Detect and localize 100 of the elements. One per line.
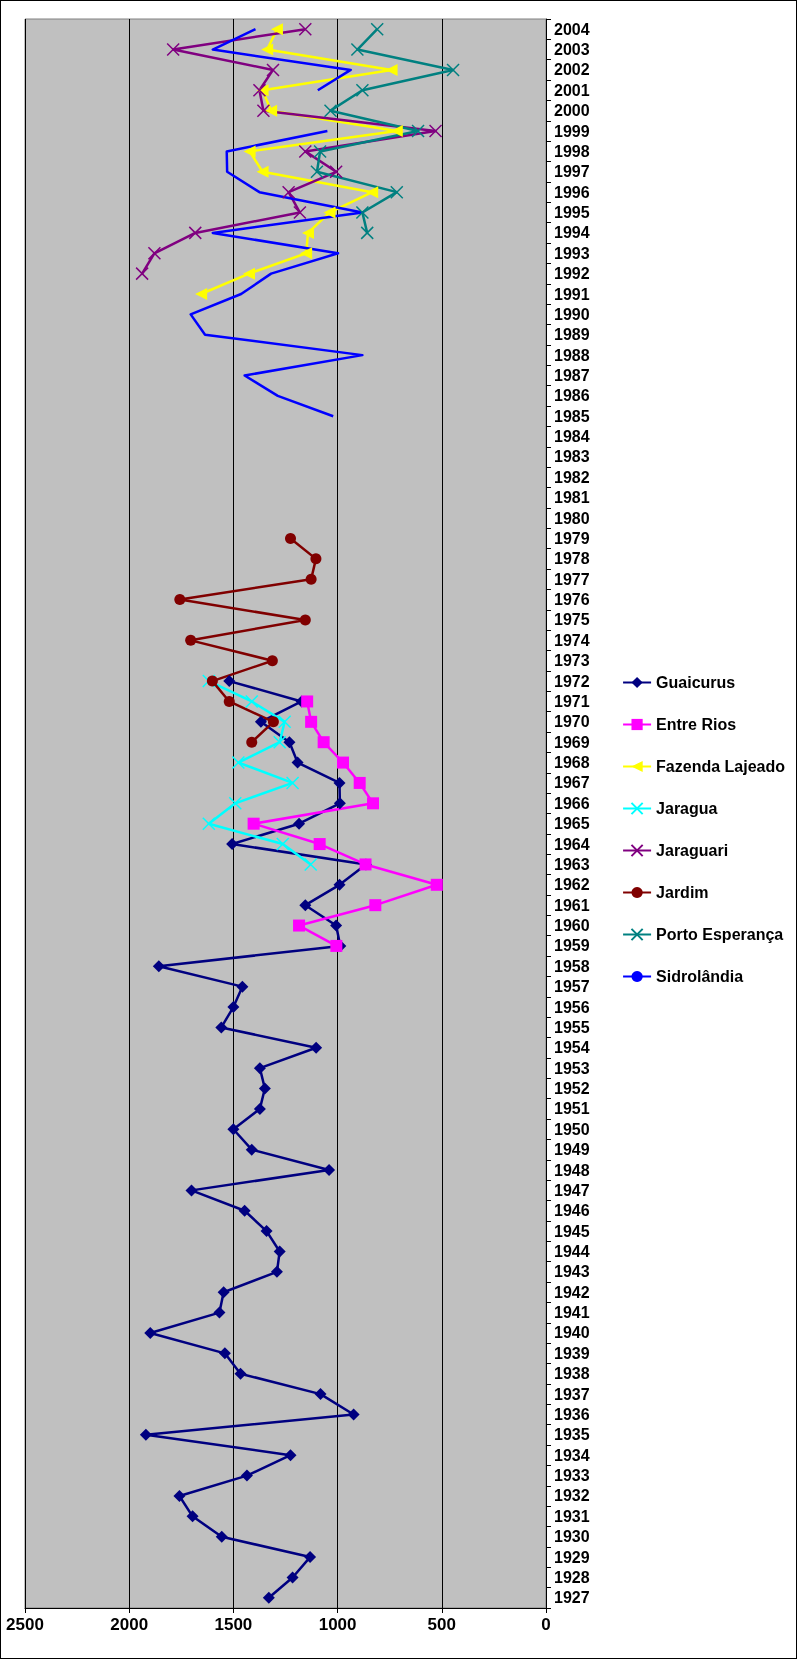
point xyxy=(253,1062,266,1075)
y-tick-label: 1929 xyxy=(554,1548,590,1566)
point xyxy=(305,573,317,585)
point xyxy=(231,755,246,770)
point xyxy=(317,736,330,749)
point xyxy=(227,1001,240,1014)
point xyxy=(243,267,256,280)
point xyxy=(314,1388,327,1401)
legend-label: Jaraguari xyxy=(656,842,729,859)
y-tick-label: 1969 xyxy=(554,733,590,751)
point xyxy=(360,226,374,240)
y-tick-label: 2001 xyxy=(554,81,590,99)
y-tick-label: 1981 xyxy=(554,489,590,507)
y-tick-label: 1979 xyxy=(554,529,590,547)
point xyxy=(355,205,370,220)
point xyxy=(430,878,443,891)
y-tick-label: 1942 xyxy=(554,1283,590,1301)
point xyxy=(185,634,197,646)
y-tick-label: 1944 xyxy=(554,1242,590,1260)
point xyxy=(313,144,327,159)
point xyxy=(144,1326,157,1339)
y-tick-label: 1928 xyxy=(554,1568,590,1586)
point xyxy=(353,776,366,789)
legend-label: Fazenda Lajeado xyxy=(656,758,786,775)
point xyxy=(258,1082,271,1095)
point xyxy=(428,124,443,138)
point xyxy=(313,838,326,851)
y-tick-label: 1986 xyxy=(554,387,590,405)
y-tick-label: 1938 xyxy=(554,1365,590,1383)
y-tick-label: 1974 xyxy=(554,631,590,649)
point xyxy=(303,857,318,872)
y-tick-label: 1963 xyxy=(554,855,590,873)
point xyxy=(330,939,343,952)
point xyxy=(173,1489,186,1502)
point xyxy=(323,206,336,219)
y-tick-label: 1967 xyxy=(554,774,590,792)
y-tick-label: 2000 xyxy=(554,102,590,120)
point xyxy=(300,247,313,260)
y-tick-label: 1941 xyxy=(554,1304,590,1322)
y-tick-label: 1995 xyxy=(554,204,590,222)
point xyxy=(281,185,296,199)
y-tick-label: 1961 xyxy=(554,896,590,914)
point xyxy=(135,266,149,281)
y-tick-label: 1965 xyxy=(554,815,590,833)
point xyxy=(329,165,343,179)
y-tick-label: 1980 xyxy=(554,509,590,527)
y-tick-label: 1999 xyxy=(554,122,590,140)
point xyxy=(244,694,259,709)
x-tick-label: 1500 xyxy=(214,1615,253,1634)
y-tick-label: 1958 xyxy=(554,957,590,975)
point xyxy=(301,695,314,708)
y-tick-label: 1952 xyxy=(554,1080,590,1098)
y-tick-label: 1959 xyxy=(554,937,590,955)
y-tick-label: 1993 xyxy=(554,244,590,262)
y-tick-label: 1966 xyxy=(554,794,590,812)
y-tick-label: 1957 xyxy=(554,978,590,996)
point xyxy=(166,42,180,57)
point xyxy=(215,1021,228,1034)
legend-label: Jaragua xyxy=(656,800,718,817)
y-tick-label: 1930 xyxy=(554,1528,590,1546)
point xyxy=(246,736,258,748)
y-tick-label: 1937 xyxy=(554,1385,590,1403)
point xyxy=(265,104,278,117)
legend-label: Guaicurus xyxy=(656,674,736,691)
point xyxy=(260,1225,273,1238)
y-tick-label: 1992 xyxy=(554,265,590,283)
y-tick-label: 1984 xyxy=(554,428,590,446)
point xyxy=(310,165,324,179)
point xyxy=(273,1245,286,1258)
y-tick-label: 1948 xyxy=(554,1161,590,1179)
y-tick-label: 1946 xyxy=(554,1202,590,1220)
point xyxy=(266,63,280,77)
point xyxy=(254,715,267,728)
point xyxy=(266,655,278,667)
point xyxy=(370,22,384,36)
y-tick-label: 1956 xyxy=(554,998,590,1016)
y-tick-label: 1989 xyxy=(554,326,590,344)
point xyxy=(174,594,186,606)
point xyxy=(366,186,379,199)
y-tick-label: 1950 xyxy=(554,1120,590,1138)
y-tick-label: 1949 xyxy=(554,1141,590,1159)
y-tick-label: 1943 xyxy=(554,1263,590,1281)
y-tick-label: 1985 xyxy=(554,407,590,425)
y-tick-label: 1972 xyxy=(554,672,590,690)
point xyxy=(223,675,236,688)
y-tick-label: 1968 xyxy=(554,754,590,772)
point xyxy=(215,1530,228,1543)
y-tick-label: 1934 xyxy=(554,1446,590,1464)
point xyxy=(240,1469,253,1482)
y-tick-label: 1996 xyxy=(554,183,590,201)
y-tick-label: 1945 xyxy=(554,1222,590,1240)
y-tick-label: 2003 xyxy=(554,41,590,59)
y-tick-label: 1931 xyxy=(554,1507,590,1525)
point xyxy=(310,1041,323,1054)
point xyxy=(333,878,346,891)
point xyxy=(284,1449,297,1462)
point xyxy=(330,919,343,932)
point xyxy=(286,1571,299,1584)
point xyxy=(188,226,203,240)
point xyxy=(253,1102,266,1115)
